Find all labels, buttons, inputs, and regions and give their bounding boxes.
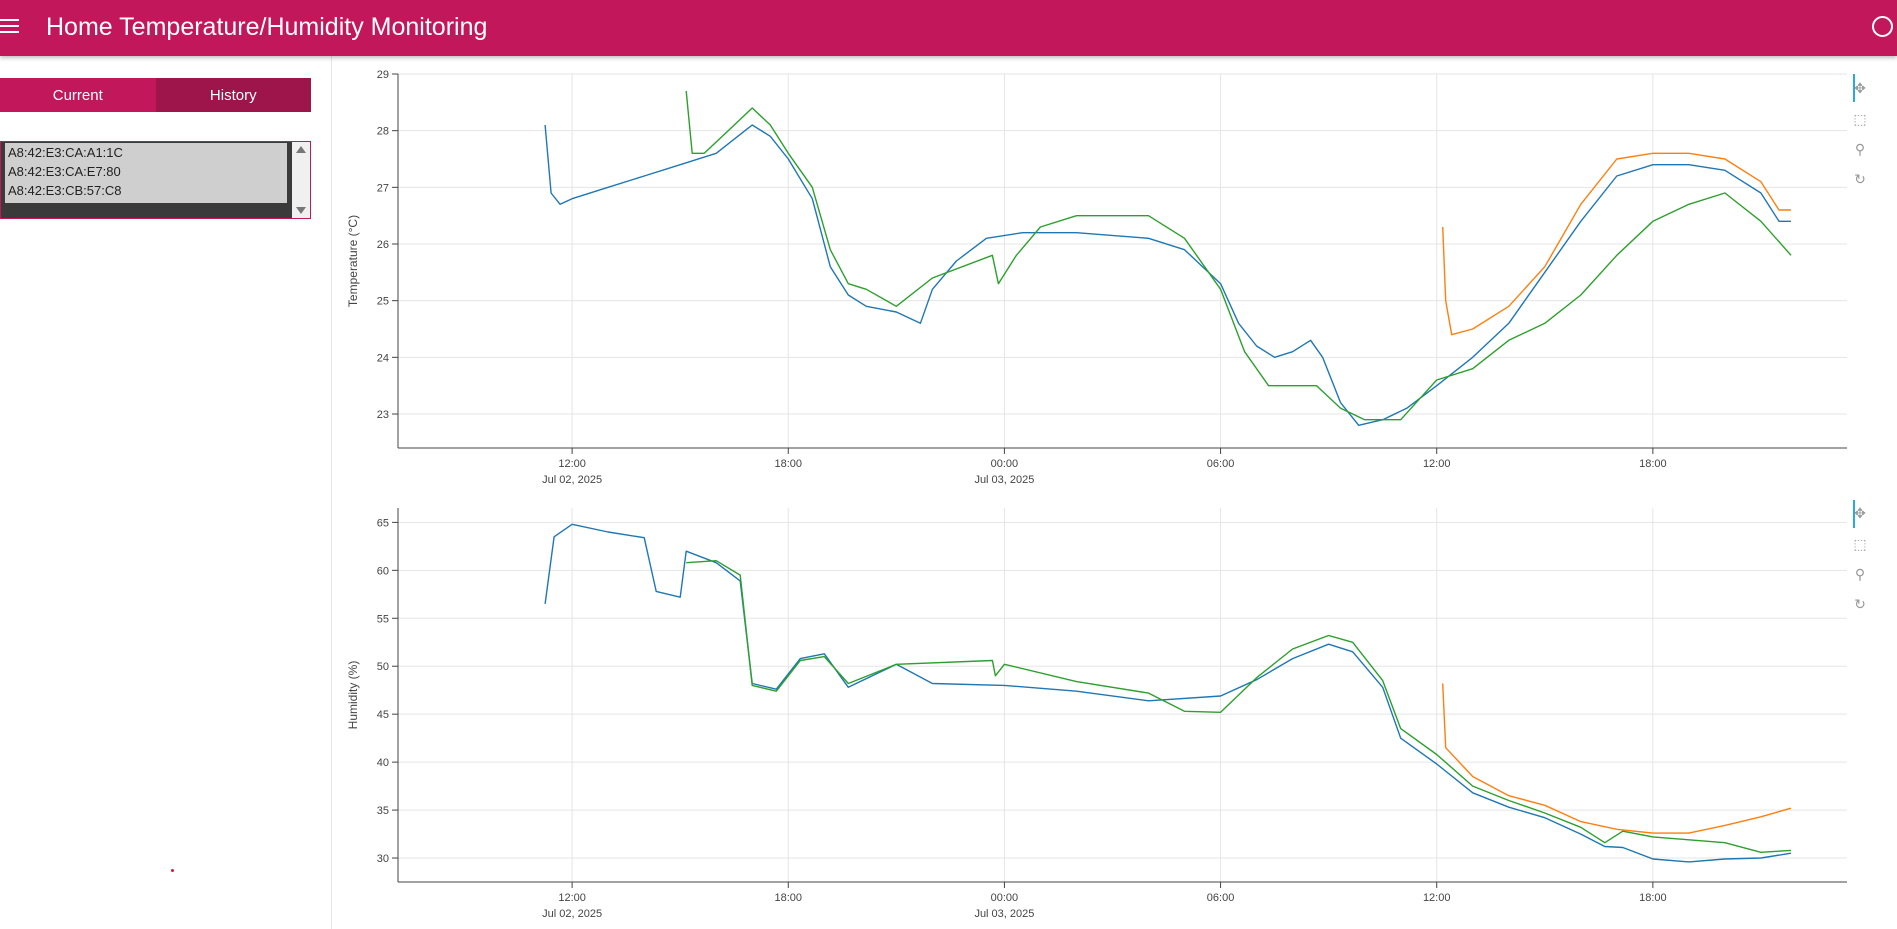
- tab-current[interactable]: Current: [0, 78, 156, 112]
- reset-icon[interactable]: ↻: [1854, 596, 1866, 612]
- tab-history[interactable]: History: [155, 78, 311, 112]
- active-tool-indicator: [1853, 74, 1855, 102]
- y-axis-label: Temperature (°C): [346, 215, 360, 307]
- temperature-chart[interactable]: 23 24 25 26 27 28 29 12:00 Jul 02, 2025 18:00 00:0…: [332, 58, 1847, 495]
- scroll-down-arrow-icon[interactable]: [296, 207, 306, 214]
- wheel-zoom-icon[interactable]: ⚲: [1854, 566, 1866, 582]
- y-tick-label: 28: [377, 126, 389, 138]
- series-line-2: [685, 90, 1792, 421]
- y-axis-label: Humidity (%): [346, 661, 360, 730]
- circle-status-icon: [1872, 16, 1893, 37]
- x-tick-label: 18:00: [1639, 892, 1667, 904]
- device-option[interactable]: A8:42:E3:CA:E7:80: [8, 164, 121, 179]
- x-tick-label: 12:00: [1423, 458, 1451, 470]
- series-line-1: [1442, 152, 1791, 336]
- pan-icon[interactable]: ✥: [1854, 505, 1866, 521]
- app-header: Home Temperature/Humidity Monitoring: [0, 0, 1897, 56]
- device-options: A8:42:E3:CA:A1:1C A8:42:E3:CA:E7:80 A8:4…: [5, 143, 287, 203]
- box-zoom-icon[interactable]: ⬚: [1853, 536, 1867, 552]
- y-tick-label: 40: [377, 757, 389, 769]
- y-tick-label: 35: [377, 805, 389, 817]
- x-tick-label: 18:00: [775, 458, 803, 470]
- x-tick-label: 06:00: [1207, 458, 1235, 470]
- device-option[interactable]: A8:42:E3:CB:57:C8: [8, 183, 122, 198]
- page-title: Home Temperature/Humidity Monitoring: [46, 13, 488, 41]
- y-tick-label: 30: [377, 853, 389, 865]
- x-tick-sublabel: Jul 03, 2025: [974, 474, 1034, 486]
- y-tick-label: 25: [377, 296, 389, 308]
- sidebar: Current History A8:42:E3:CA:A1:1C A8:42:…: [0, 56, 332, 929]
- series-line-0: [544, 523, 1792, 863]
- x-tick-label: 18:00: [775, 892, 803, 904]
- y-tick-label: 50: [377, 661, 389, 673]
- wheel-zoom-icon[interactable]: ⚲: [1854, 141, 1866, 157]
- y-tick-label: 45: [377, 709, 389, 721]
- x-tick-label: 00:00: [991, 892, 1019, 904]
- plot-area: [398, 508, 1847, 882]
- series-line-2: [686, 560, 1792, 853]
- view-tabs: Current History: [0, 78, 311, 112]
- x-tick-label: 06:00: [1207, 892, 1235, 904]
- device-list-scrollbar[interactable]: [292, 142, 310, 218]
- pan-icon[interactable]: ✥: [1854, 80, 1866, 96]
- hamburger-menu-icon[interactable]: [0, 17, 20, 37]
- scroll-up-arrow-icon[interactable]: [296, 146, 306, 153]
- x-tick-label: 12:00: [558, 458, 586, 470]
- series-line-0: [544, 124, 1791, 426]
- device-select-list[interactable]: A8:42:E3:CA:A1:1C A8:42:E3:CA:E7:80 A8:4…: [0, 141, 311, 219]
- red-dot-marker: [171, 869, 174, 872]
- y-tick-label: 60: [377, 565, 389, 577]
- plot-area: [398, 74, 1847, 448]
- x-tick-sublabel: Jul 03, 2025: [974, 908, 1034, 920]
- x-tick-sublabel: Jul 02, 2025: [542, 908, 602, 920]
- reset-icon[interactable]: ↻: [1854, 171, 1866, 187]
- y-tick-label: 55: [377, 613, 389, 625]
- x-tick-sublabel: Jul 02, 2025: [542, 474, 602, 486]
- y-tick-label: 24: [377, 352, 389, 364]
- box-zoom-icon[interactable]: ⬚: [1853, 111, 1867, 127]
- x-tick-label: 12:00: [558, 892, 586, 904]
- y-tick-label: 65: [377, 517, 389, 529]
- device-option[interactable]: A8:42:E3:CA:A1:1C: [8, 145, 123, 160]
- x-tick-label: 00:00: [991, 458, 1019, 470]
- x-tick-label: 12:00: [1423, 892, 1451, 904]
- y-tick-label: 29: [377, 69, 389, 81]
- series-line-1: [1442, 683, 1792, 834]
- active-tool-indicator: [1853, 500, 1855, 528]
- humidity-chart[interactable]: 30 35 40 45 50 55 60 65 12:00 Jul 02, 2025 18:00 00…: [332, 492, 1847, 929]
- x-tick-label: 18:00: [1639, 458, 1667, 470]
- y-tick-label: 23: [377, 409, 389, 421]
- y-tick-label: 27: [377, 182, 389, 194]
- y-tick-label: 26: [377, 239, 389, 251]
